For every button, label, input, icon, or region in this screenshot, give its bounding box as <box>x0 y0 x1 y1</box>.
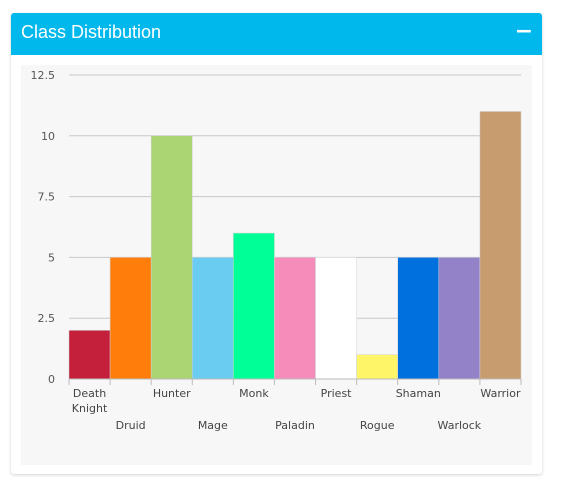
panel-header: Class Distribution − <box>11 13 542 55</box>
y-tick-label: 12.5 <box>31 69 56 82</box>
x-tick-label: Monk <box>239 387 269 400</box>
x-tick-label: Death <box>73 387 106 400</box>
x-tick-label: Warlock <box>438 419 482 432</box>
y-tick-label: 7.5 <box>38 191 56 204</box>
bar[interactable] <box>356 354 398 380</box>
chart-area: 0 2.5 5 7.5 10 12.5 Death Knight Druid Hunter Mage… <box>21 65 532 465</box>
bar[interactable] <box>192 257 234 380</box>
x-tick-label: Warrior <box>480 387 521 400</box>
bar-chart: 0 2.5 5 7.5 10 12.5 Death Knight Druid Hunter Mage… <box>31 69 522 432</box>
y-tick-label: 0 <box>48 373 55 386</box>
bar[interactable] <box>68 330 111 380</box>
bar[interactable] <box>109 257 152 380</box>
x-tick-label: Rogue <box>360 419 395 432</box>
bar[interactable] <box>479 111 522 380</box>
bar[interactable] <box>233 232 275 380</box>
y-tick-label: 5 <box>48 251 55 264</box>
bar[interactable] <box>438 257 481 380</box>
x-tick-label: Druid <box>116 419 146 432</box>
bar[interactable] <box>397 257 440 380</box>
class-distribution-panel: Class Distribution − 0 2.5 5 7.5 10 12.5 Death… <box>11 13 542 474</box>
x-tick-label: Priest <box>321 387 353 400</box>
x-tick-label: Knight <box>72 402 108 415</box>
bar[interactable] <box>150 135 193 380</box>
collapse-button[interactable]: − <box>514 19 534 44</box>
y-tick-label: 10 <box>41 130 55 143</box>
bar[interactable] <box>315 257 357 380</box>
x-tick-label: Paladin <box>275 419 315 432</box>
panel-title: Class Distribution <box>21 22 162 42</box>
x-tick-label: Mage <box>198 419 228 432</box>
y-tick-label: 2.5 <box>38 312 56 325</box>
bar[interactable] <box>274 257 316 380</box>
x-tick-label: Hunter <box>153 387 191 400</box>
x-tick-label: Shaman <box>396 387 441 400</box>
